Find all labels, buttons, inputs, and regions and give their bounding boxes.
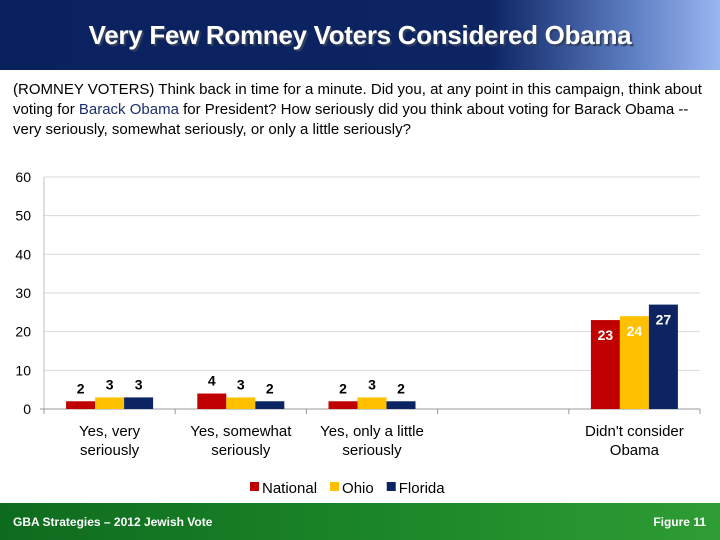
x-category-label: Obama (610, 442, 660, 459)
y-tick-label: 20 (15, 324, 31, 340)
question-text: (ROMNEY VOTERS) Think back in time for a… (13, 81, 702, 118)
data-label: 3 (106, 376, 114, 392)
legend-swatch-ohio (330, 482, 340, 491)
x-category-label: seriously (342, 442, 402, 459)
data-label: 2 (339, 380, 347, 396)
bar-florida (255, 401, 285, 409)
x-category-label: seriously (211, 442, 271, 459)
data-label: 3 (135, 376, 143, 392)
legend-swatch-florida (386, 482, 396, 491)
data-label: 2 (397, 380, 405, 396)
bar-national (328, 401, 358, 409)
title-banner: Very Few Romney Voters Considered Obama (0, 0, 720, 70)
data-label: 4 (208, 373, 216, 389)
data-label: 23 (598, 327, 614, 343)
x-category-label: seriously (80, 442, 140, 459)
legend-label-national: National (262, 480, 317, 497)
data-label: 2 (266, 380, 274, 396)
data-label: 24 (627, 323, 643, 339)
bar-ohio (619, 316, 649, 409)
y-tick-label: 40 (15, 246, 31, 262)
footer-source: GBA Strategies – 2012 Jewish Vote (13, 515, 213, 529)
data-label: 3 (368, 376, 376, 392)
question-highlight: Barack Obama (78, 101, 179, 118)
bar-ohio (95, 397, 125, 409)
y-tick-label: 50 (15, 208, 31, 224)
x-category-label: Yes, very (79, 423, 141, 440)
data-label: 2 (77, 380, 85, 396)
bar-ohio (226, 397, 256, 409)
bar-florida (124, 397, 154, 409)
bar-national (66, 401, 96, 409)
x-category-label: Didn't consider (585, 423, 684, 440)
legend-swatch-national (250, 482, 259, 491)
question-text-end: for President? How seriously did you thi… (13, 101, 689, 138)
bar-florida (386, 401, 416, 409)
data-label: 27 (656, 312, 672, 328)
bar-florida (648, 304, 678, 409)
y-tick-label: 30 (15, 285, 31, 301)
figure-number: Figure 11 (653, 515, 706, 529)
footer-bar: GBA Strategies – 2012 Jewish Vote Figure… (0, 503, 720, 540)
legend-label-ohio: Ohio (342, 480, 374, 497)
y-tick-label: 60 (15, 169, 31, 185)
bar-national (197, 393, 227, 409)
data-label: 3 (237, 376, 245, 392)
legend-label-florida: Florida (399, 480, 446, 497)
bar-ohio (357, 397, 387, 409)
x-category-label: Yes, somewhat (190, 423, 292, 440)
page-title: Very Few Romney Voters Considered Obama (88, 20, 632, 50)
y-tick-label: 0 (23, 401, 31, 417)
y-tick-label: 10 (15, 362, 31, 378)
x-category-label: Yes, only a little (320, 423, 424, 440)
bar-national (590, 320, 620, 409)
survey-question: (ROMNEY VOTERS) Think back in time for a… (13, 80, 713, 140)
